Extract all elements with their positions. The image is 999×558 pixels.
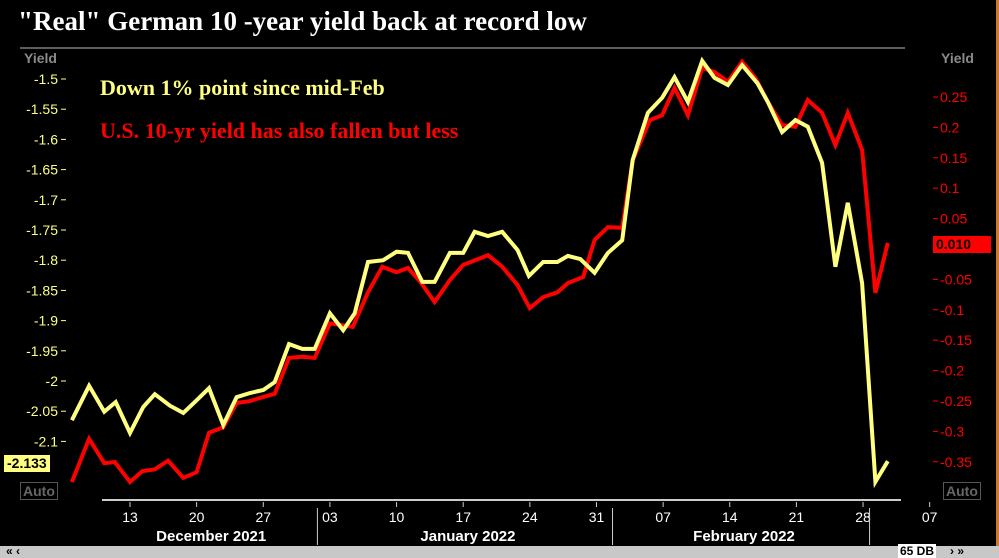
right-tick-label: 0.15 (940, 150, 967, 166)
zoom-range-label[interactable]: 65 DB (898, 544, 937, 558)
x-tick-label: 24 (522, 509, 538, 525)
left-tick-label: -1.7 (34, 192, 58, 208)
month-label: February 2022 (693, 528, 795, 545)
right-tick-label: -0.15 (940, 332, 972, 348)
scroll-right-button[interactable]: › » (950, 544, 965, 558)
left-tick-label: -1.65 (26, 162, 58, 178)
left-tick-label: -1.6 (34, 131, 58, 147)
x-tick-label: 28 (855, 509, 871, 525)
left-tick-label: -2.1 (34, 433, 58, 449)
right-tick-label: -0.1 (940, 302, 964, 318)
right-tick-label: -0.05 (940, 271, 972, 287)
right-tick-label: 0.25 (940, 89, 967, 105)
right-tick-label: -0.35 (940, 454, 972, 470)
right-tick-label: 0.1 (940, 180, 960, 196)
left-tick-label: -1.75 (26, 222, 58, 238)
left-auto-scale-button[interactable]: Auto (20, 482, 58, 500)
left-tick-label: -2.05 (26, 403, 58, 419)
left-tick-label: -1.8 (34, 252, 58, 268)
left-last-value-badge: -2.133 (4, 455, 50, 472)
german-yield-line (70, 56, 890, 489)
window-border (996, 0, 999, 546)
left-tick-label: -1.9 (34, 313, 58, 329)
scrollbar[interactable]: « ‹ 65 DB › » (0, 544, 999, 558)
x-tick-label: 14 (722, 509, 738, 525)
x-tick-label: 31 (589, 509, 605, 525)
left-tick-label: -2 (46, 373, 59, 389)
right-tick-label: 0.05 (940, 211, 967, 227)
x-tick-label: 07 (922, 509, 938, 525)
x-tick-label: 03 (322, 509, 338, 525)
scroll-left-button[interactable]: « ‹ (6, 544, 21, 558)
x-tick-label: 13 (122, 509, 138, 525)
x-tick-label: 21 (789, 509, 805, 525)
left-tick-label: -1.55 (26, 101, 58, 117)
left-tick-label: -1.5 (34, 71, 58, 87)
right-tick-label: -0.2 (940, 363, 964, 379)
x-tick-label: 10 (389, 509, 405, 525)
x-tick-label: 20 (189, 509, 205, 525)
right-tick-label: -0.25 (940, 393, 972, 409)
left-tick-label: -1.95 (26, 343, 58, 359)
chart-title: "Real" German 10 -year yield back at rec… (18, 6, 587, 36)
us-yield-line (70, 58, 890, 485)
x-tick-label: 07 (655, 509, 671, 525)
left-axis-label: Yield (24, 50, 57, 66)
annotation-german: Down 1% point since mid-Feb (100, 75, 385, 100)
annotation-us: U.S. 10-yr yield has also fallen but les… (100, 118, 459, 143)
month-label: December 2021 (156, 528, 266, 545)
right-auto-scale-button[interactable]: Auto (943, 482, 981, 500)
left-tick-label: -1.85 (26, 282, 58, 298)
x-tick-label: 27 (255, 509, 271, 525)
right-tick-label: 0.2 (940, 119, 960, 135)
right-last-value-badge: 0.010 (933, 236, 991, 253)
x-tick-label: 17 (455, 509, 471, 525)
right-tick-label: -0.3 (940, 423, 964, 439)
right-axis-label: Yield (941, 50, 974, 66)
month-label: January 2022 (420, 528, 515, 545)
